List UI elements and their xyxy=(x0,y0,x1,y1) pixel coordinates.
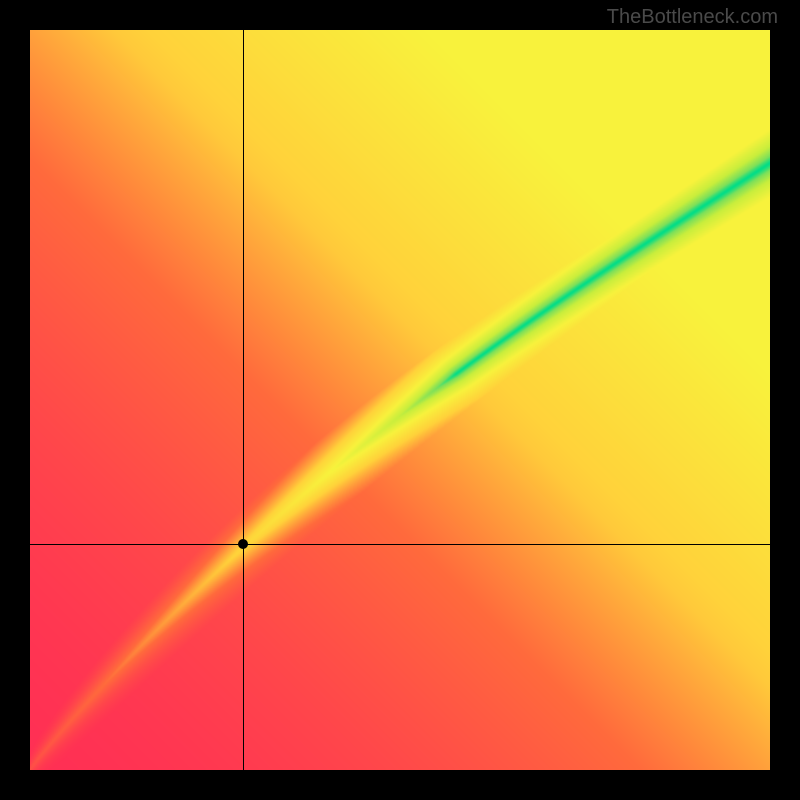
marker-dot xyxy=(238,539,248,549)
crosshair-vertical xyxy=(243,30,244,770)
chart-container: TheBottleneck.com xyxy=(0,0,800,800)
watermark-text: TheBottleneck.com xyxy=(607,6,778,29)
plot-area xyxy=(30,30,770,770)
crosshair-horizontal xyxy=(30,544,770,545)
heatmap-canvas xyxy=(30,30,770,770)
